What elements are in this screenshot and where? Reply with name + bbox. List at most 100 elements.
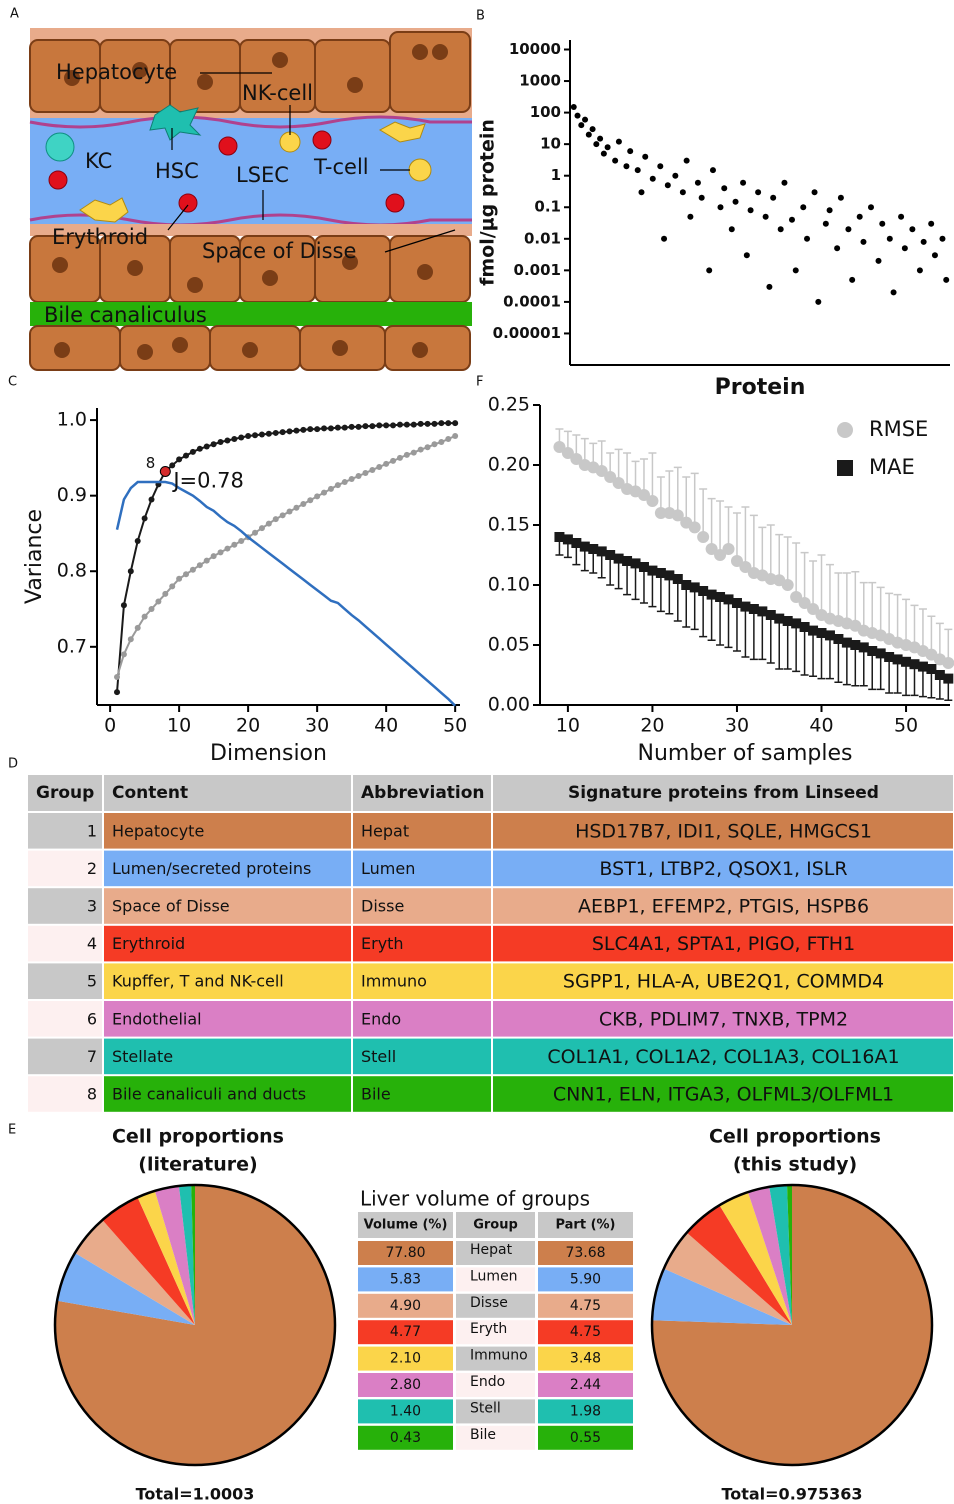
point [714, 549, 727, 561]
point [875, 648, 886, 659]
point [183, 571, 190, 578]
pie-note: Total=0.975363 [721, 1485, 862, 1504]
error-bar [724, 599, 733, 649]
error-bar [656, 476, 665, 513]
y-tick-label: 0.10 [488, 574, 530, 596]
error-bar [749, 514, 758, 573]
point [627, 148, 634, 155]
error-bar [825, 635, 834, 680]
point [141, 613, 148, 620]
point [808, 625, 819, 636]
volume-cell [358, 1267, 453, 1292]
error-bar [673, 579, 682, 622]
y-tick-label: 0.25 [488, 394, 530, 416]
table-cell [28, 850, 102, 887]
table-cell [493, 1076, 953, 1112]
table-cell [104, 1001, 351, 1037]
point [383, 460, 390, 467]
x-axis-title: Protein [715, 375, 806, 400]
error-bar [809, 560, 818, 609]
highlight-label: 8 [146, 454, 156, 472]
y-tick-label: 0.0001 [503, 292, 561, 310]
point [721, 185, 728, 192]
point [634, 167, 641, 174]
error-bar [690, 587, 699, 631]
table-text: BST1, LTBP2, QSOX1, ISLR [599, 858, 847, 880]
point [766, 283, 773, 290]
point [327, 425, 334, 432]
error-bar [842, 572, 851, 624]
header-text: Signature proteins from Linseed [568, 783, 879, 803]
volume-cell [538, 1346, 633, 1371]
point [265, 430, 272, 437]
point [210, 553, 217, 560]
volume-header: Part (%) [555, 1218, 615, 1233]
volume-text: 2.80 [390, 1377, 421, 1393]
y-tick-label: 0.00 [488, 694, 530, 716]
point [605, 550, 616, 560]
point [717, 204, 724, 211]
volume-cell [456, 1267, 535, 1292]
point [739, 561, 752, 573]
y-tick-label: 10 [540, 135, 561, 153]
volume-cell [538, 1425, 633, 1450]
point [649, 175, 656, 182]
volume-text: Endo [470, 1374, 505, 1390]
point [740, 601, 751, 612]
point [681, 580, 692, 590]
y-tick-label: 0.00001 [493, 324, 561, 342]
y-tick-label: 1.0 [57, 409, 87, 431]
point [886, 235, 893, 242]
table-cell [104, 888, 351, 924]
point [431, 441, 438, 448]
point [942, 657, 954, 669]
point [679, 189, 686, 196]
table-cell [493, 1001, 953, 1037]
point [637, 489, 650, 501]
pie-slice [686, 1205, 792, 1325]
volume-text: 4.75 [570, 1298, 601, 1314]
header-cell [104, 775, 351, 811]
diagram-label: KC [85, 149, 112, 173]
point [816, 628, 827, 638]
error-bar [673, 466, 682, 516]
point [321, 425, 328, 432]
volume-text: Stell [470, 1400, 501, 1416]
panel-label: E [8, 1123, 16, 1138]
point [688, 521, 701, 534]
error-bar [639, 458, 648, 495]
table-text: 1 [87, 821, 97, 840]
point [127, 568, 134, 575]
point [410, 421, 417, 428]
point [279, 512, 286, 519]
volume-text: 4.90 [390, 1298, 421, 1314]
point [224, 437, 231, 444]
point [596, 546, 607, 557]
point [743, 252, 750, 259]
t-cell [408, 158, 432, 182]
erythrocytes [48, 130, 405, 213]
point [286, 508, 293, 515]
point [417, 420, 424, 427]
point [571, 538, 582, 548]
point [252, 432, 259, 439]
point [574, 112, 581, 119]
error-bar [699, 488, 708, 537]
volume-header: Group [473, 1218, 518, 1233]
point [585, 131, 592, 138]
volume-cell [358, 1399, 453, 1424]
pie-slice [102, 1197, 195, 1325]
point [272, 516, 279, 523]
error-bar [758, 526, 767, 576]
point [231, 541, 238, 548]
volume-cell [456, 1373, 535, 1397]
point [860, 238, 867, 245]
y-axis-title: Variance [22, 509, 47, 604]
point [777, 226, 784, 233]
volume-text: 4.75 [570, 1324, 601, 1340]
pie-slice [719, 1192, 792, 1325]
point [314, 493, 321, 500]
volume-header: Volume (%) [364, 1218, 448, 1233]
error-bar [732, 512, 741, 561]
pie-slice [57, 1252, 196, 1325]
